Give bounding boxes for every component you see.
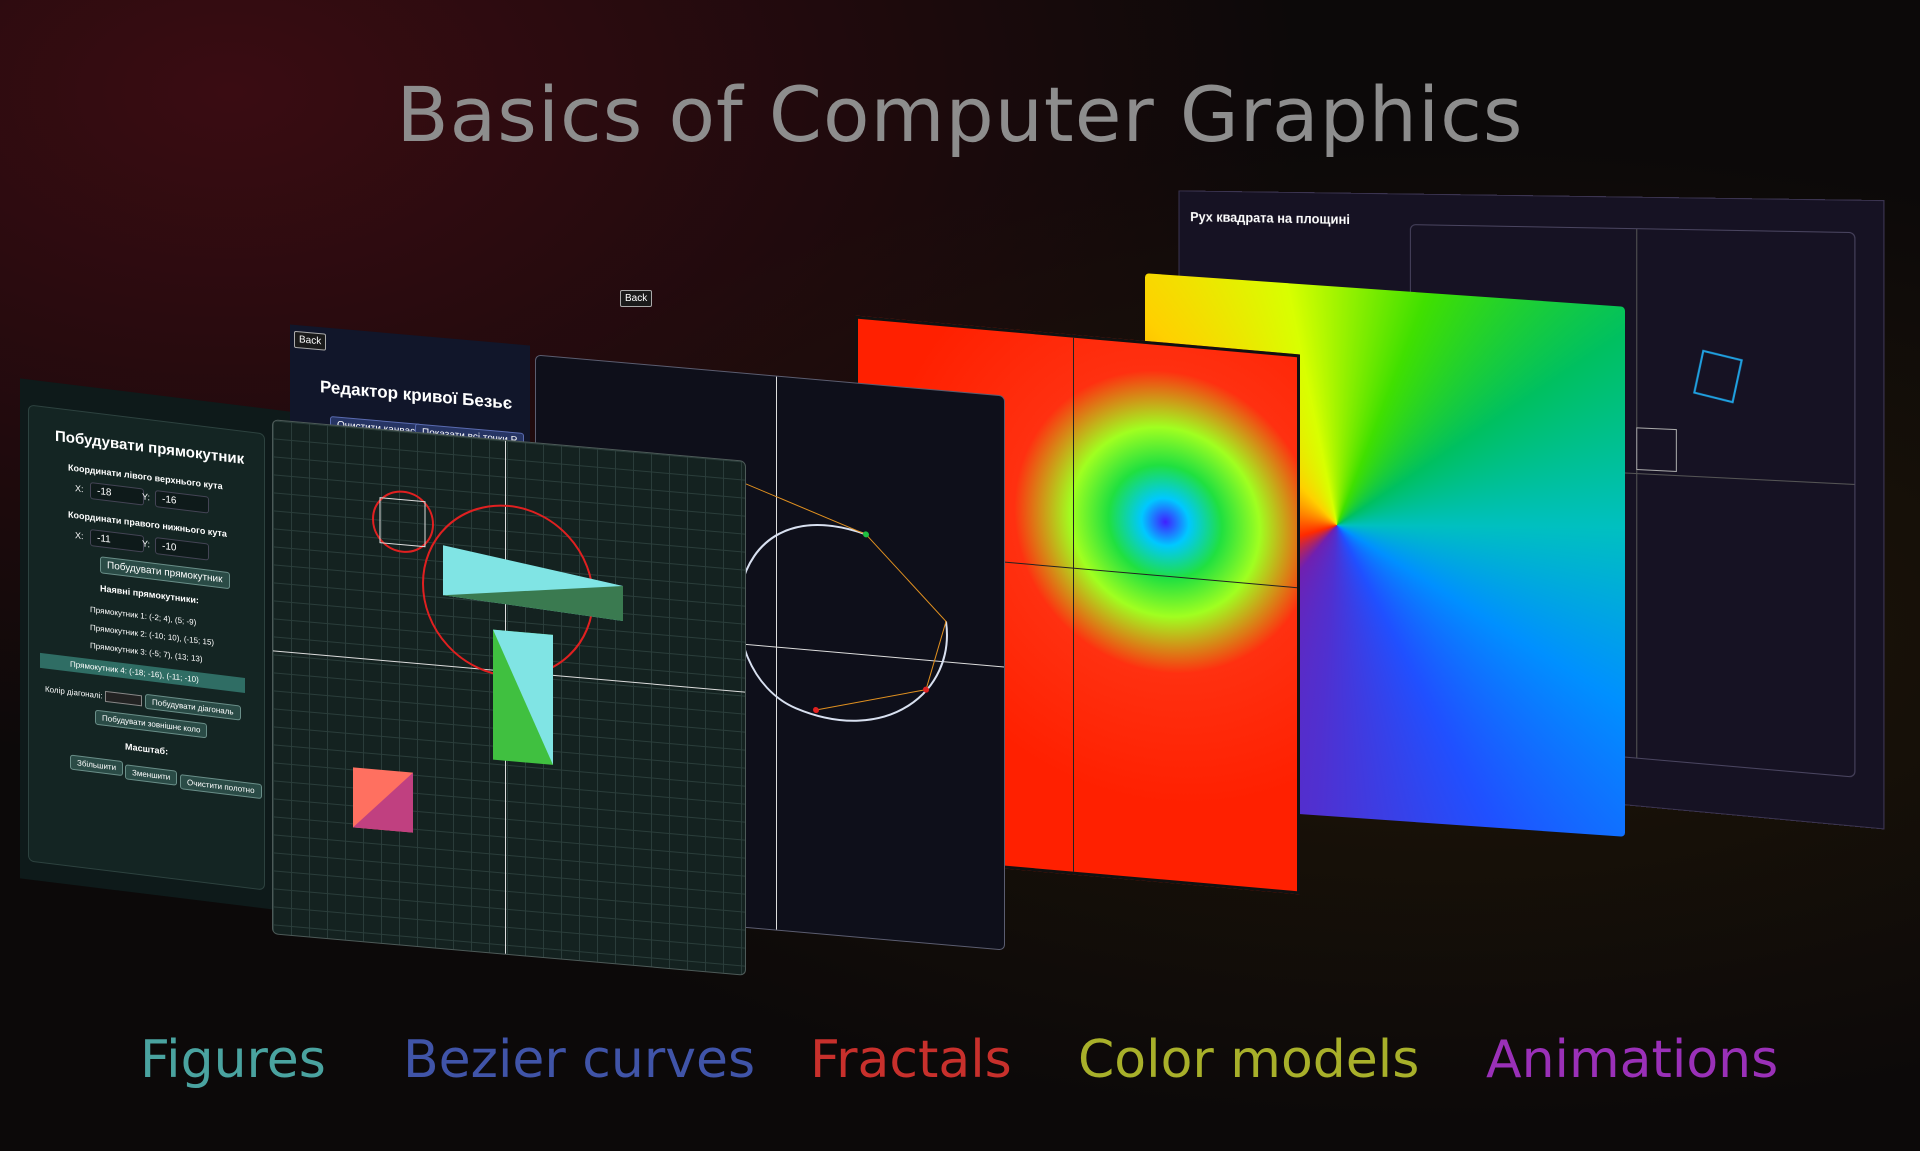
top-left-y-label: Y: [142, 491, 150, 502]
top-left-x-label: X: [75, 483, 84, 494]
bottom-right-y-label: Y: [142, 538, 150, 549]
figures-shapes [273, 420, 746, 975]
label-animations: Animations [1486, 1030, 1778, 1090]
category-labels: Figures Bezier curves Fractals Color mod… [0, 1030, 1920, 1100]
bezier-heading: Редактор кривої Безьє [320, 377, 512, 414]
label-color-models: Color models [1078, 1030, 1419, 1090]
figures-control-panel: Побудувати прямокутник Координати лівого… [20, 378, 290, 911]
origin-square [1636, 427, 1677, 472]
label-figures: Figures [140, 1030, 326, 1090]
moving-square [1693, 350, 1743, 404]
animation-heading: Рух квадрата на площині [1190, 209, 1350, 227]
page-title: Basics of Computer Graphics [0, 70, 1920, 159]
figures-canvas [272, 419, 746, 975]
label-bezier: Bezier curves [403, 1030, 755, 1090]
bottom-right-x-label: X: [75, 530, 84, 541]
bezier-back-button[interactable]: Back [294, 331, 326, 351]
label-fractals: Fractals [810, 1030, 1012, 1090]
top-back-button[interactable]: Back [620, 290, 652, 307]
